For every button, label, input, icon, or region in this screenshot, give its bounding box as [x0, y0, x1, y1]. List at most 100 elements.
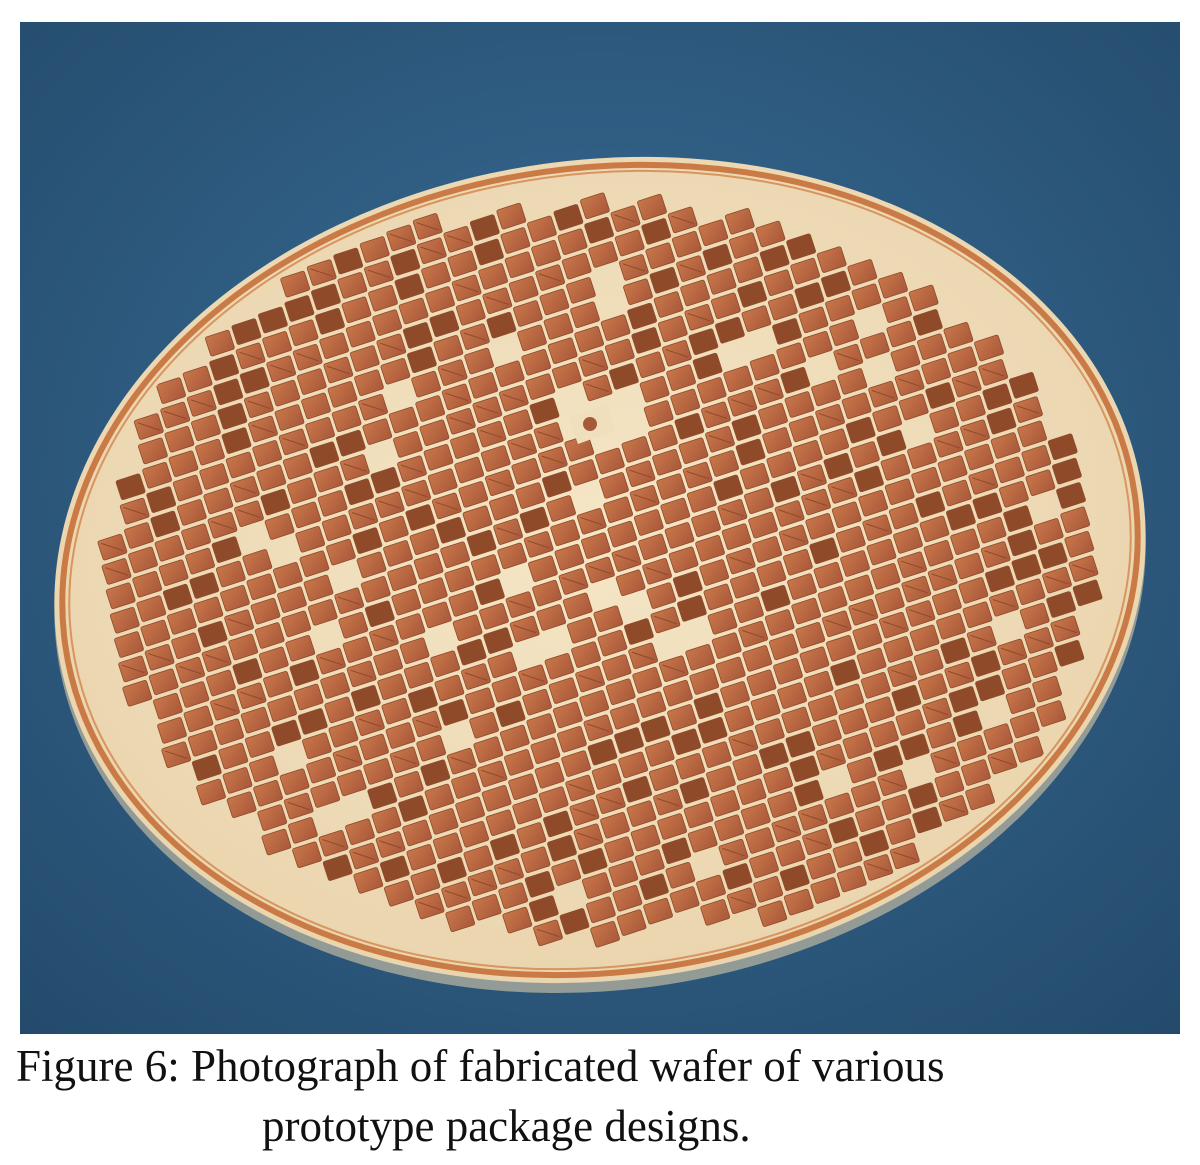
die — [639, 873, 669, 900]
die — [739, 463, 770, 490]
die — [432, 832, 463, 860]
die-trace — [730, 399, 754, 408]
die — [841, 392, 872, 420]
die — [595, 447, 625, 475]
die — [172, 474, 203, 502]
die-trace — [541, 455, 565, 464]
die — [1001, 663, 1032, 690]
die-trace — [358, 718, 382, 727]
die-trace — [981, 368, 1005, 377]
die — [307, 599, 338, 626]
die-trace — [581, 359, 605, 368]
die — [309, 441, 340, 468]
die — [344, 478, 374, 506]
die — [787, 573, 817, 600]
die — [844, 574, 874, 602]
die — [715, 656, 746, 684]
die — [702, 243, 733, 271]
die-trace — [573, 808, 596, 817]
die — [807, 695, 838, 722]
die — [395, 613, 426, 640]
alignment-mark — [568, 404, 616, 444]
die — [912, 309, 943, 336]
die — [215, 560, 246, 588]
die — [164, 426, 195, 453]
die-trace — [1000, 647, 1024, 657]
die-trace — [178, 665, 202, 675]
die — [342, 636, 373, 663]
die — [763, 269, 794, 296]
die — [345, 320, 376, 348]
die-trace — [536, 928, 560, 938]
die-trace — [782, 533, 806, 543]
die — [840, 550, 870, 577]
die-trace — [336, 754, 359, 763]
die — [142, 461, 172, 489]
die — [1017, 420, 1047, 448]
die — [524, 870, 555, 898]
die — [466, 529, 497, 557]
die — [753, 876, 784, 903]
die-trace — [937, 440, 960, 449]
die-trace — [227, 618, 251, 627]
die-trace — [343, 463, 367, 472]
die — [615, 569, 646, 597]
figure-caption: Figure 6: Photograph of fabricated wafer… — [0, 1036, 1200, 1156]
die-trace — [310, 268, 334, 277]
die — [929, 406, 960, 434]
die — [854, 465, 884, 493]
die — [958, 577, 989, 604]
die-trace — [389, 233, 413, 243]
die — [946, 504, 976, 531]
die — [643, 400, 674, 427]
die — [926, 722, 956, 749]
die — [907, 442, 937, 470]
die — [912, 806, 942, 834]
die — [744, 487, 774, 514]
die-trace — [163, 410, 187, 420]
die — [413, 552, 444, 580]
die — [941, 479, 972, 507]
die — [943, 321, 974, 349]
die — [696, 377, 727, 404]
die — [252, 440, 283, 467]
die — [150, 510, 181, 538]
die — [821, 270, 851, 298]
die — [105, 582, 136, 610]
die — [448, 590, 479, 617]
die — [566, 617, 597, 644]
die — [819, 428, 850, 455]
die — [574, 325, 605, 353]
die — [750, 693, 781, 721]
die — [168, 450, 199, 477]
die — [675, 752, 706, 780]
die — [590, 920, 620, 948]
die — [921, 357, 951, 385]
die — [917, 333, 947, 361]
die — [289, 659, 320, 686]
die — [755, 220, 786, 248]
die — [373, 649, 403, 676]
die — [656, 473, 687, 500]
die — [601, 654, 632, 681]
die-trace — [622, 263, 646, 272]
die — [970, 650, 1001, 677]
die — [167, 608, 197, 635]
die — [665, 861, 696, 889]
die — [873, 745, 904, 772]
die — [552, 701, 583, 729]
die — [568, 459, 599, 486]
die — [360, 576, 391, 603]
die — [296, 368, 327, 395]
die — [354, 369, 384, 397]
die — [588, 241, 619, 268]
die — [548, 677, 579, 704]
die — [183, 705, 214, 733]
die — [908, 782, 938, 809]
die — [636, 691, 667, 718]
die — [423, 443, 454, 471]
die-trace — [925, 706, 949, 716]
die — [858, 489, 889, 517]
die — [982, 383, 1013, 411]
die — [512, 797, 543, 825]
